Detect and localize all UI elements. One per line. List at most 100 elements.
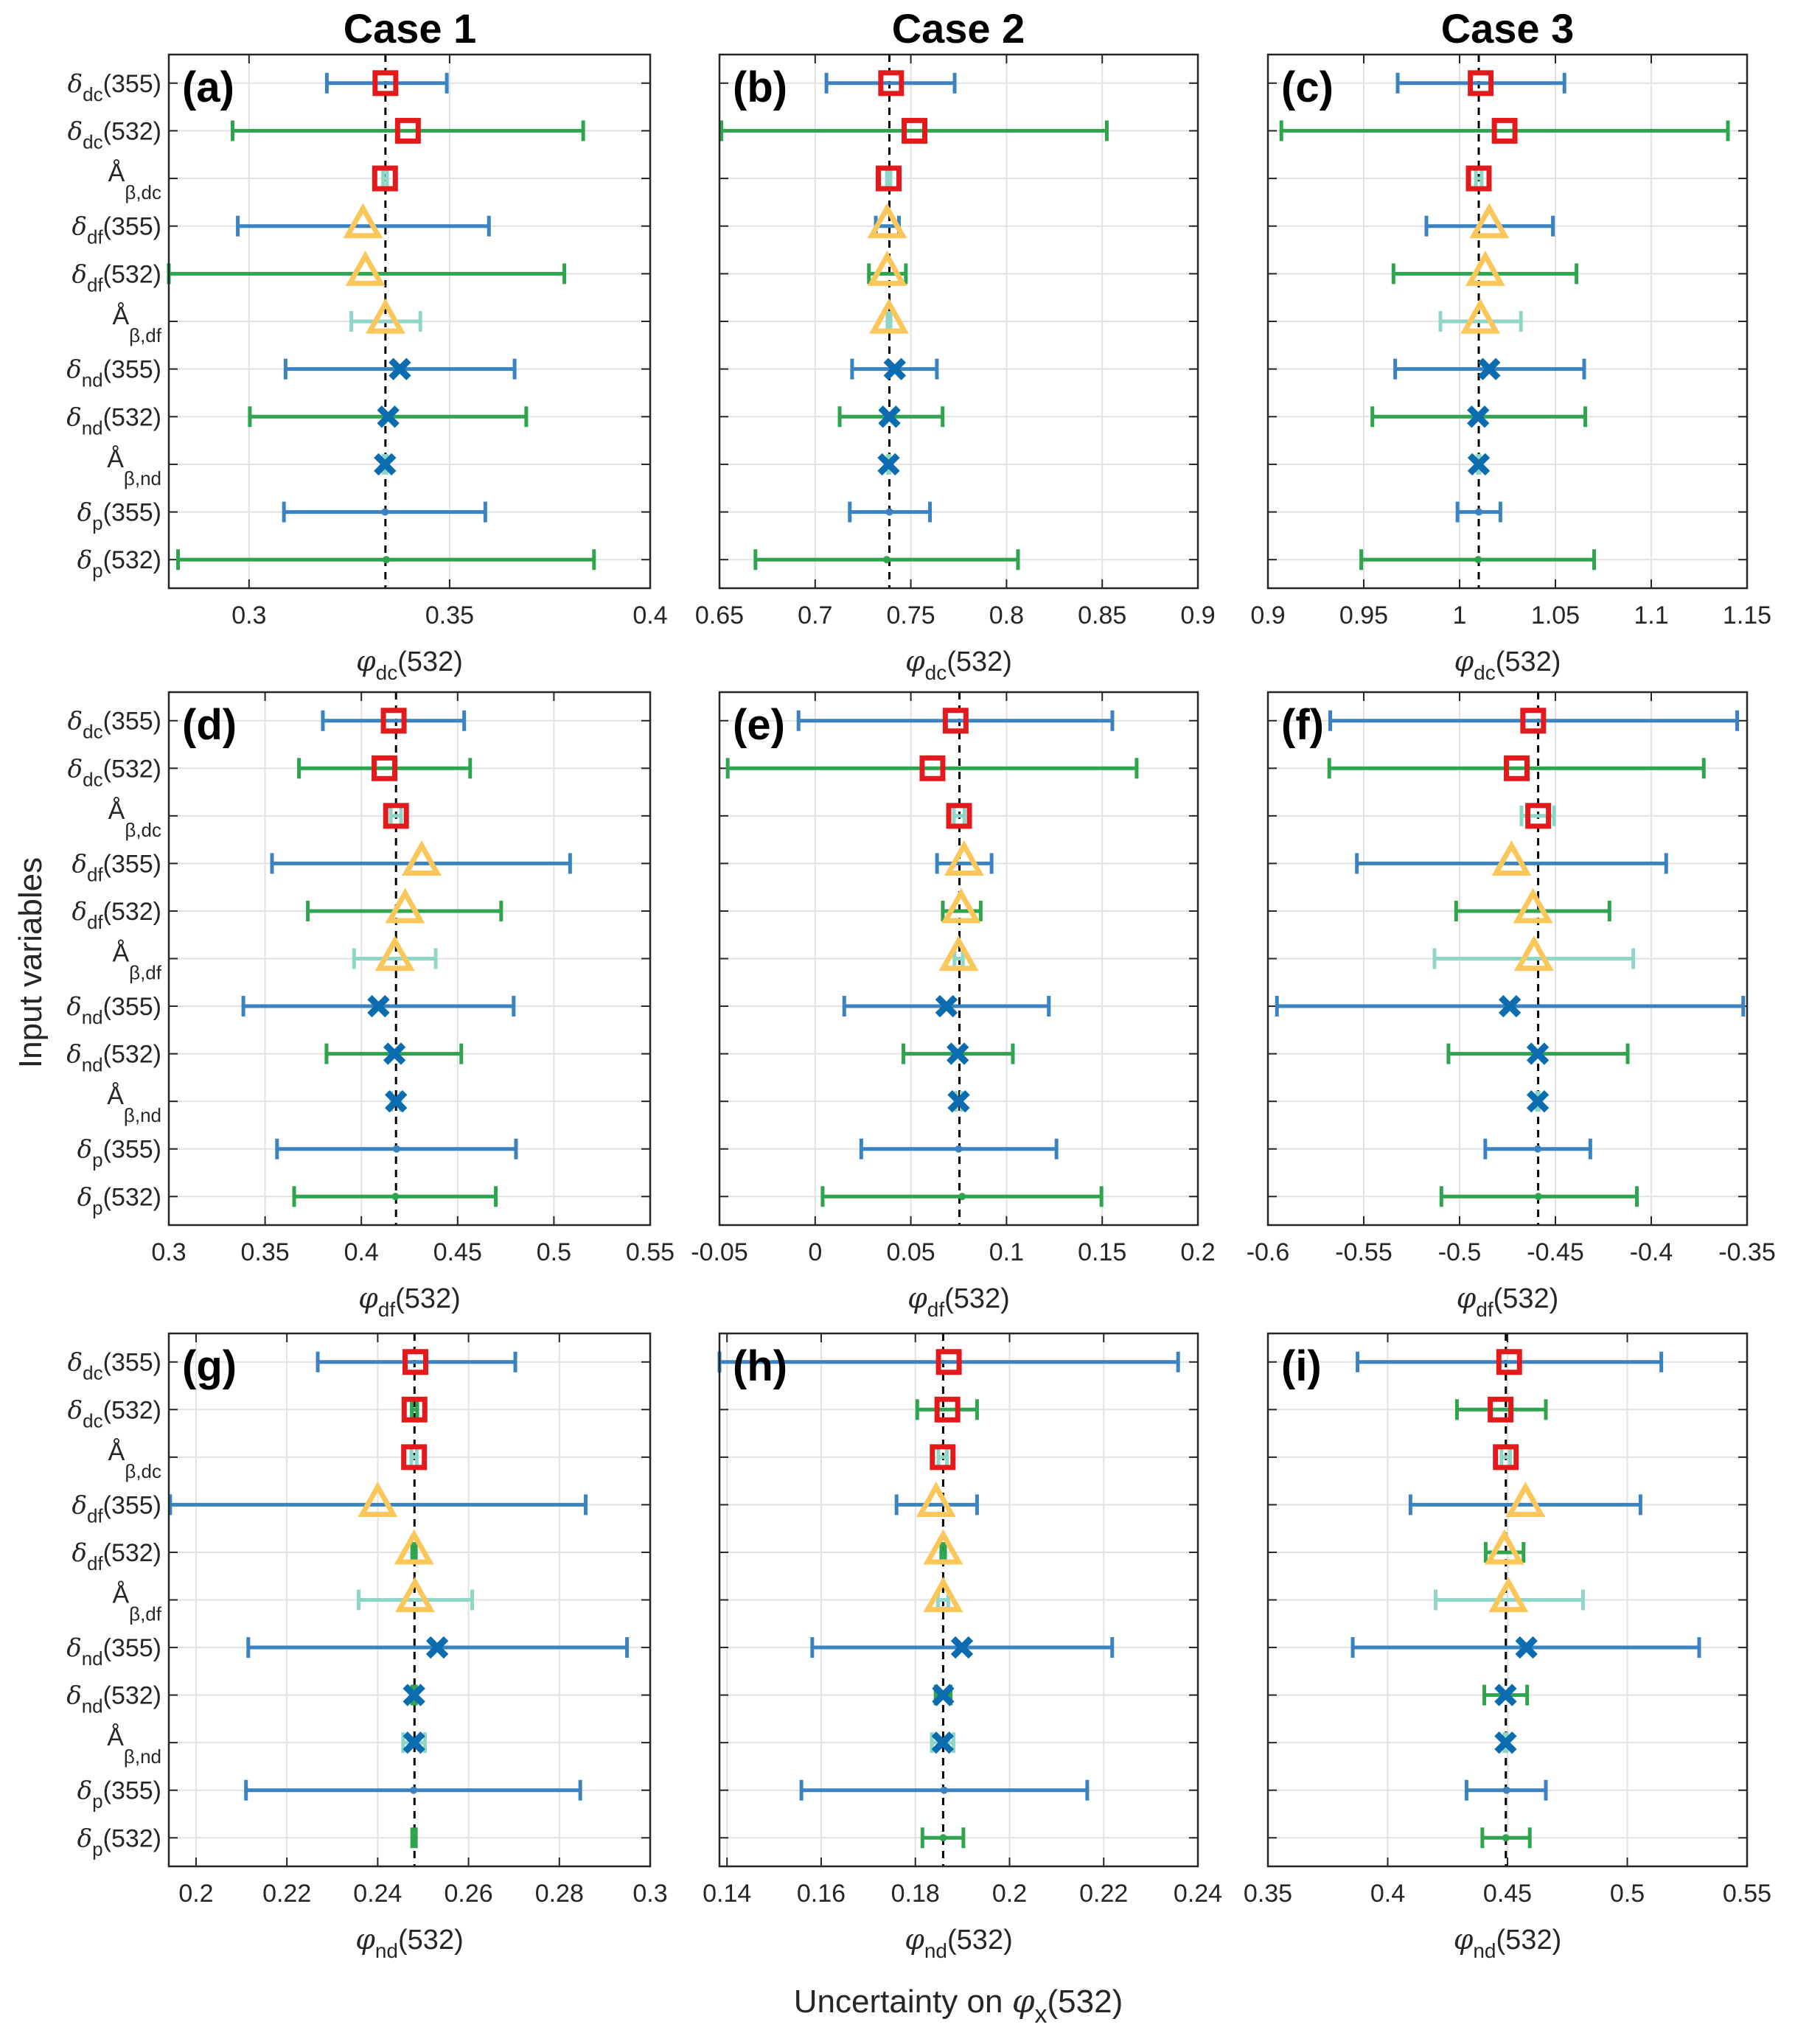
errorbar (1465, 165, 1492, 192)
y-tick-suffix: (355) (103, 356, 161, 384)
x-tick-label: -0.4 (1630, 1238, 1673, 1266)
x-tick-label: 0.2 (1180, 1238, 1215, 1266)
errorbar (1275, 994, 1746, 1018)
x-axis-label: φdc(532) (905, 645, 1012, 684)
x-label-subscript: dc (925, 661, 947, 684)
marker-triangle (394, 1529, 434, 1565)
panel-f: -0.6 -0.55 -0.5 -0.45 -0.4 -0.35 (f) φdf(532) (1247, 691, 1776, 1321)
errorbar (842, 994, 1051, 1018)
errorbar (1454, 887, 1611, 924)
marker-square (875, 165, 902, 192)
panel-c: 0.9 0.95 1 1.05 1.1 1.15 (c) φdc(532) (1250, 53, 1771, 684)
marker-square (1496, 1349, 1522, 1375)
errorbar (236, 203, 491, 239)
marker-x (367, 994, 390, 1018)
axes-box (167, 53, 652, 590)
x-tick-label: 0.35 (241, 1238, 290, 1266)
marker-x (385, 1089, 408, 1113)
marker-dot (1534, 1193, 1542, 1201)
y-tick-subscript: β,nd (124, 1745, 161, 1768)
y-tick-label: Åβ,df (112, 940, 161, 984)
x-tick-label: 1 (1453, 601, 1467, 629)
marker-square (1493, 1444, 1519, 1471)
case-2-title: Case 2 (892, 5, 1025, 52)
marker-triangle (1513, 887, 1553, 924)
marker-x (931, 1731, 954, 1754)
y-tick-label: δnd(355) (66, 1633, 161, 1670)
y-tick-label: δnd(532) (66, 1681, 161, 1717)
marker-square (402, 1349, 429, 1375)
marker-x (402, 1684, 425, 1706)
x-label-subscript: nd (1473, 1939, 1496, 1962)
x-tick-label: 0.05 (887, 1238, 935, 1266)
marker-dot (940, 1786, 948, 1794)
y-tick-label: Åβ,df (112, 302, 161, 346)
y-tick-subscript: β,df (129, 962, 162, 984)
errorbar (875, 165, 902, 192)
x-label-symbol: φ (1454, 645, 1474, 677)
marker-x (878, 405, 901, 428)
marker-triangle (1491, 840, 1532, 876)
marker-x (1526, 1089, 1550, 1113)
x-tick-label: 1.15 (1723, 601, 1771, 629)
marker-triangle (358, 1481, 398, 1517)
x-axis-label: φnd(532) (1454, 1923, 1561, 1962)
y-tick-symbol: δ (68, 1348, 83, 1378)
x-tick-label: 0.45 (1483, 1880, 1532, 1908)
y-tick-suffix: (532) (103, 260, 161, 288)
marker-square (380, 708, 407, 734)
y-tick-label: δp(355) (77, 1776, 161, 1813)
marker-triangle (345, 250, 386, 286)
marker-square (902, 117, 928, 144)
x-tick-label: 0.26 (444, 1880, 492, 1908)
errorbar (796, 708, 1115, 734)
y-tick-symbol: δ (77, 1776, 92, 1806)
y-tick-suffix: (355) (103, 850, 161, 878)
errorbar (352, 935, 438, 972)
y-axis-super-label: Input variables (13, 857, 49, 1068)
y-tick-subscript: β,dc (125, 181, 161, 203)
errorbar (244, 1779, 582, 1801)
x-label-symbol: φ (905, 1923, 924, 1956)
case-1-title: Case 1 (344, 5, 477, 52)
x-axis-label: φdc(532) (1454, 645, 1561, 684)
axes-box (718, 53, 1199, 590)
errorbar (848, 501, 933, 523)
axes-box (1266, 53, 1749, 590)
y-tick-subscript: β,dc (125, 819, 161, 841)
x-label-subscript: nd (924, 1939, 947, 1962)
errorbar (1494, 1731, 1517, 1754)
marker-dot (381, 508, 389, 516)
errorbar (1434, 1577, 1585, 1613)
marker-square (919, 755, 946, 781)
errorbar (869, 298, 909, 334)
marker-dot (410, 1786, 418, 1794)
x-tick-label: 0 (808, 1238, 822, 1266)
case-3-title: Case 3 (1441, 5, 1575, 52)
errorbar (1279, 117, 1730, 144)
marker-square (1525, 803, 1552, 829)
errorbar (306, 887, 503, 924)
errorbar (824, 70, 957, 97)
x-tick-label: -0.05 (691, 1238, 748, 1266)
x-axis-label: φdf(532) (1457, 1282, 1559, 1321)
x-tick-label: 0.22 (262, 1880, 311, 1908)
y-tick-symbol: Å (112, 1581, 129, 1609)
y-tick-suffix: (532) (103, 403, 161, 431)
y-tick-symbol: δ (66, 992, 81, 1022)
x-axis-label: φnd(532) (355, 1923, 463, 1962)
x-tick-label: 0.14 (703, 1880, 751, 1908)
errorbar (385, 1089, 408, 1113)
marker-x (1467, 453, 1491, 476)
errorbar (1482, 1684, 1530, 1706)
errorbar (372, 165, 398, 192)
x-tick-label: 0.9 (1250, 601, 1285, 629)
marker-square (1468, 70, 1494, 97)
x-label-symbol: φ (1454, 1923, 1474, 1956)
x-tick-label: 0.4 (1370, 1880, 1405, 1908)
errorbar (947, 1089, 970, 1113)
marker-triangle (944, 840, 984, 876)
panel-b: 0.65 0.7 0.75 0.8 0.85 0.9 (b) φdc(532) (695, 53, 1216, 684)
errorbar (1455, 501, 1502, 523)
x-axis-label: φdc(532) (356, 645, 463, 684)
